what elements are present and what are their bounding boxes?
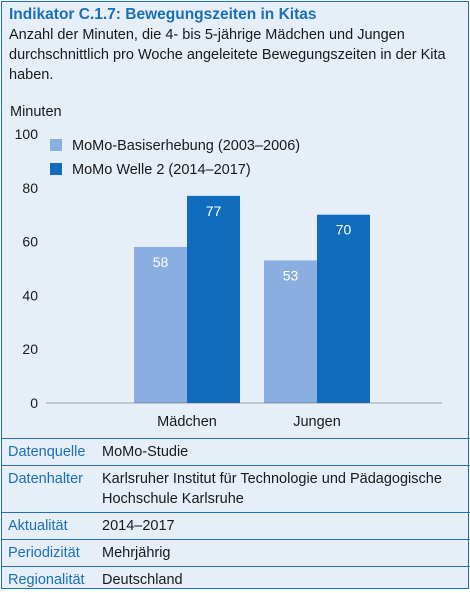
header: Indikator C.1.7: Bewegungszeiten in Kita… — [9, 5, 467, 85]
y-tick-label: 0 — [30, 395, 38, 411]
meta-row: Datenquelle MoMo-Studie — [2, 438, 470, 465]
y-tick-label: 60 — [22, 234, 38, 250]
meta-value: Karlsruher Institut für Technologie und … — [102, 471, 442, 507]
meta-row: Aktualität 2014–2017 — [2, 512, 470, 539]
meta-row: Regionalität Deutschland — [2, 566, 470, 593]
meta-label: Datenhalter — [8, 471, 83, 487]
bar-value-label: 58 — [153, 254, 169, 270]
bar-value-label: 53 — [283, 267, 299, 283]
meta-label: Datenquelle — [8, 444, 86, 460]
bar-value-label: 70 — [336, 222, 352, 238]
y-tick-label: 20 — [22, 341, 38, 357]
chart-area: Minuten 0 20 40 60 80 100 MoMo-Basiserhebung (2… — [2, 94, 470, 440]
legend-swatch — [50, 139, 62, 151]
y-tick-label: 100 — [15, 126, 39, 142]
bar — [187, 195, 240, 403]
legend-label: MoMo-Basiserhebung (2003–2006) — [72, 138, 300, 154]
bar-chart: Minuten 0 20 40 60 80 100 MoMo-Basiserhebung (2… — [10, 104, 442, 430]
meta-value: Deutschland — [102, 572, 183, 588]
meta-row: Periodizität Mehrjährig — [2, 539, 470, 566]
bar-value-label: 77 — [206, 203, 222, 219]
y-tick-label: 80 — [22, 180, 38, 196]
bar — [134, 246, 187, 403]
indicator-subtitle: Anzahl der Minuten, die 4- bis 5-jährige… — [9, 27, 446, 83]
indicator-title: Indikator C.1.7: Bewegungszeiten in Kita… — [9, 6, 317, 23]
bar — [317, 214, 370, 403]
meta-label: Regionalität — [8, 572, 85, 588]
x-category-label: Mädchen — [157, 414, 217, 430]
meta-value: 2014–2017 — [102, 518, 175, 534]
y-tick-label: 40 — [22, 287, 38, 303]
meta-label: Periodizität — [8, 545, 80, 561]
x-category-label: Jungen — [293, 414, 341, 430]
meta-row: Datenhalter Karlsruher Institut für Techn… — [2, 465, 470, 512]
legend-swatch — [50, 163, 62, 175]
meta-label: Aktualität — [8, 518, 68, 534]
meta-value: Mehrjährig — [102, 545, 171, 561]
meta-value: MoMo-Studie — [102, 444, 189, 460]
legend-label: MoMo Welle 2 (2014–2017) — [72, 162, 251, 178]
bar — [264, 260, 317, 403]
y-axis-label: Minuten — [10, 104, 62, 120]
metadata-table: Datenquelle MoMo-Studie Datenhalter Karlsru… — [2, 438, 470, 593]
